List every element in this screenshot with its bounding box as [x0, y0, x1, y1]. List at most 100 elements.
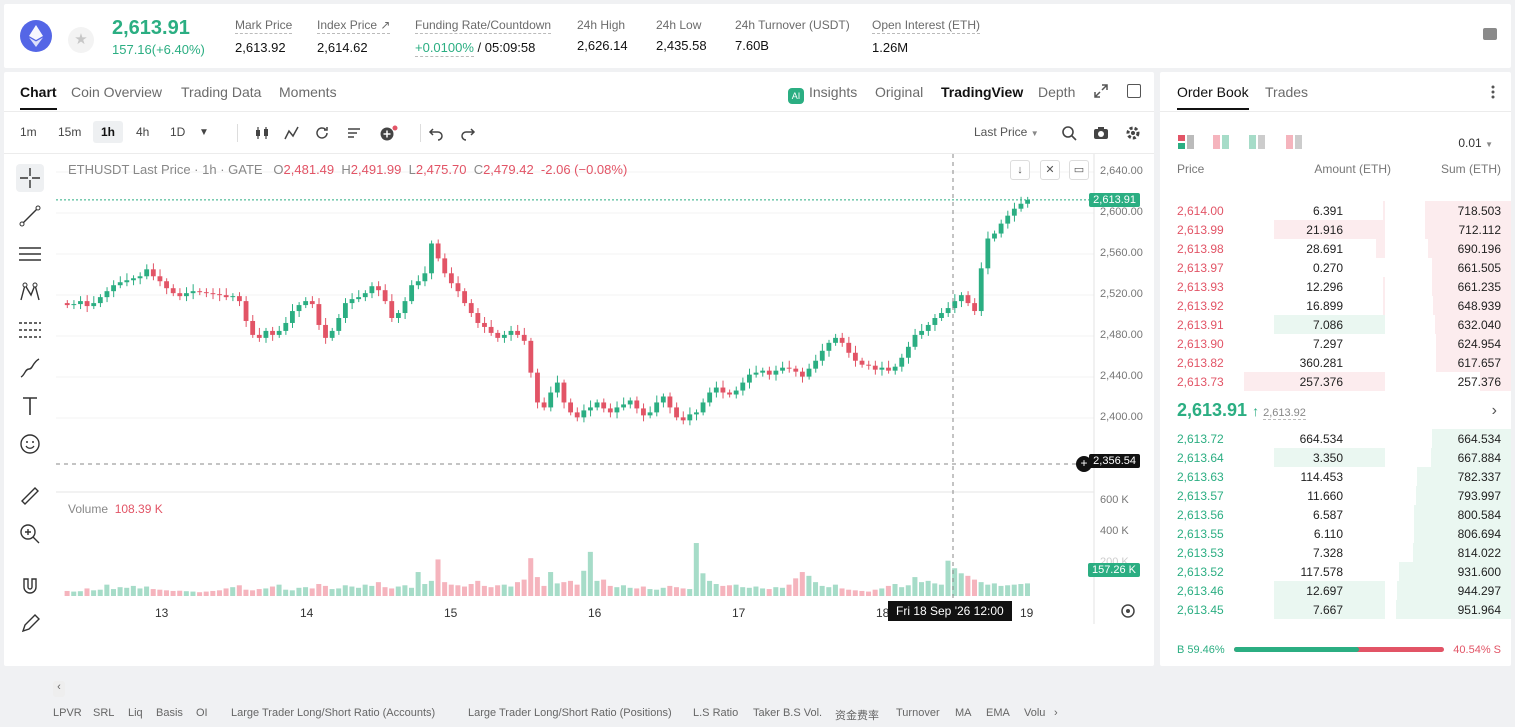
ask-row[interactable]: 2,613.97 0.270 661.505	[1160, 258, 1511, 277]
indicator-ls-ratio[interactable]: L.S Ratio	[693, 707, 739, 719]
precision-select[interactable]: 0.01 ▼	[1458, 136, 1493, 150]
bid-row[interactable]: 2,613.72 664.534 664.534	[1160, 429, 1511, 448]
ask-row[interactable]: 2,613.73 257.376 257.376	[1160, 372, 1511, 391]
indicator-ema[interactable]: EMA	[986, 707, 1010, 719]
bid-row[interactable]: 2,613.56 6.587 800.584	[1160, 505, 1511, 524]
collapse-icon[interactable]: ✕	[1040, 160, 1060, 180]
chevron-right-icon[interactable]: ›	[1054, 707, 1058, 719]
pencil-lock-icon[interactable]	[16, 610, 44, 638]
indicator-turnover[interactable]: Turnover	[896, 707, 940, 719]
indicator-funding[interactable]: 资金费率	[835, 710, 879, 722]
redo-icon[interactable]	[460, 125, 476, 141]
candle-body	[766, 370, 772, 375]
view-bids-icon[interactable]	[1249, 135, 1265, 149]
ask-row[interactable]: 2,613.82 360.281 617.657	[1160, 353, 1511, 372]
template-icon[interactable]	[346, 125, 362, 141]
pattern-icon[interactable]	[16, 278, 44, 306]
price-chart[interactable]: ETHUSDT Last Price · 1h · GATE O2,481.49…	[53, 154, 1154, 722]
emoji-icon[interactable]	[16, 430, 44, 458]
tab-chart[interactable]: Chart	[20, 84, 57, 110]
indicator-volume[interactable]: Volu	[1024, 707, 1046, 719]
indicators-icon[interactable]	[284, 125, 300, 141]
open-interest-label[interactable]: Open Interest (ETH)	[872, 18, 981, 34]
funding-rate-value[interactable]: +0.0100%	[415, 40, 474, 57]
tab-tradingview[interactable]: TradingView	[941, 84, 1024, 100]
view-asks-icon[interactable]	[1286, 135, 1302, 149]
bid-row[interactable]: 2,613.57 11.660 793.997	[1160, 486, 1511, 505]
index-price-label[interactable]: Index Price ↗	[317, 18, 391, 34]
timeframe-1h[interactable]: 1h	[93, 121, 124, 143]
brush-icon[interactable]	[16, 354, 44, 382]
bid-row[interactable]: 2,613.64 3.350 667.884	[1160, 448, 1511, 467]
text-tool-icon[interactable]	[16, 392, 44, 420]
bid-row[interactable]: 2,613.52 117.578 931.600	[1160, 562, 1511, 581]
timeframe-1d[interactable]: 1D	[170, 125, 186, 139]
bid-row[interactable]: 2,613.46 12.697 944.297	[1160, 581, 1511, 600]
chart-canvas[interactable]	[56, 154, 1154, 666]
expand-icon[interactable]	[1094, 84, 1108, 103]
add-alert-icon[interactable]: +	[1076, 456, 1092, 472]
price-type-select[interactable]: Last Price ▼	[974, 125, 1039, 139]
ask-row[interactable]: 2,613.91 7.086 632.040	[1160, 315, 1511, 334]
window-icon[interactable]	[1127, 84, 1141, 98]
tab-trades[interactable]: Trades	[1265, 84, 1309, 100]
add-indicator-icon[interactable]	[379, 125, 398, 141]
ask-row[interactable]: 2,613.90 7.297 624.954	[1160, 334, 1511, 353]
ask-row[interactable]: 2,614.00 6.391 718.503	[1160, 201, 1511, 220]
tab-original[interactable]: Original	[875, 84, 924, 100]
crosshair-icon[interactable]	[16, 164, 44, 192]
undo-icon[interactable]	[428, 125, 444, 141]
camera-icon[interactable]	[1093, 125, 1109, 141]
trend-line-icon[interactable]	[16, 202, 44, 230]
indicator-lt-positions[interactable]: Large Trader Long/Short Ratio (Positions…	[468, 707, 672, 719]
view-split-icon[interactable]	[1213, 135, 1229, 149]
timeframe-4h[interactable]: 4h	[136, 125, 150, 139]
timeframe-dropdown-icon[interactable]: ▼	[199, 127, 209, 138]
bid-row[interactable]: 2,613.55 6.110 806.694	[1160, 524, 1511, 543]
tab-depth[interactable]: Depth	[1038, 84, 1076, 100]
fib-icon[interactable]	[16, 316, 44, 344]
tab-order-book[interactable]: Order Book	[1177, 84, 1249, 110]
tab-coin-overview[interactable]: Coin Overview	[71, 84, 163, 100]
ask-row[interactable]: 2,613.93 12.296 661.235	[1160, 277, 1511, 296]
search-icon[interactable]	[1061, 125, 1077, 141]
indicator-lpvr[interactable]: LPVR	[53, 707, 82, 719]
bid-row[interactable]: 2,613.53 7.328 814.022	[1160, 543, 1511, 562]
horizontal-lines-icon[interactable]	[16, 240, 44, 268]
indicator-lt-accounts[interactable]: Large Trader Long/Short Ratio (Accounts)	[231, 707, 436, 719]
bid-row[interactable]: 2,613.45 7.667 951.964	[1160, 600, 1511, 619]
chevron-left-icon[interactable]: ‹	[53, 681, 65, 697]
gear-icon[interactable]	[1125, 125, 1141, 141]
magnet-icon[interactable]	[16, 572, 44, 600]
indicator-taker-vol[interactable]: Taker B.S Vol.	[753, 707, 823, 719]
ask-row[interactable]: 2,613.99 21.916 712.112	[1160, 220, 1511, 239]
chevron-right-icon[interactable]: ›	[1491, 402, 1497, 419]
favorite-star-icon[interactable]: ★	[68, 27, 94, 53]
bid-row[interactable]: 2,613.63 114.453 782.337	[1160, 467, 1511, 486]
funding-rate-label[interactable]: Funding Rate/Countdown	[415, 18, 552, 34]
book-icon[interactable]	[1483, 28, 1497, 40]
tab-insights[interactable]: AI Insights	[788, 84, 857, 104]
indicator-srl[interactable]: SRL	[93, 707, 115, 719]
arrow-down-icon[interactable]: ↓	[1010, 160, 1030, 180]
fullscreen-icon[interactable]: ▭	[1069, 160, 1089, 180]
tab-trading-data[interactable]: Trading Data	[181, 84, 262, 100]
indicator-basis[interactable]: Basis	[156, 707, 183, 719]
indicator-ma[interactable]: MA	[955, 707, 972, 719]
more-vertical-icon[interactable]	[1491, 84, 1495, 100]
replay-icon[interactable]	[314, 125, 330, 141]
ruler-icon[interactable]	[16, 482, 44, 510]
ask-row[interactable]: 2,613.98 28.691 690.196	[1160, 239, 1511, 258]
timeframe-15m[interactable]: 15m	[58, 125, 82, 139]
candle-type-icon[interactable]	[254, 125, 270, 141]
mark-price-label[interactable]: Mark Price	[235, 18, 293, 34]
timezone-icon[interactable]	[1120, 603, 1136, 624]
tab-moments[interactable]: Moments	[279, 84, 337, 100]
ethereum-icon[interactable]	[20, 20, 52, 52]
view-both-icon[interactable]	[1178, 135, 1194, 149]
timeframe-1m[interactable]: 1m	[20, 125, 37, 139]
ask-row[interactable]: 2,613.92 16.899 648.939	[1160, 296, 1511, 315]
indicator-liq[interactable]: Liq	[128, 707, 143, 719]
indicator-oi[interactable]: OI	[196, 707, 208, 719]
zoom-in-icon[interactable]	[16, 520, 44, 548]
